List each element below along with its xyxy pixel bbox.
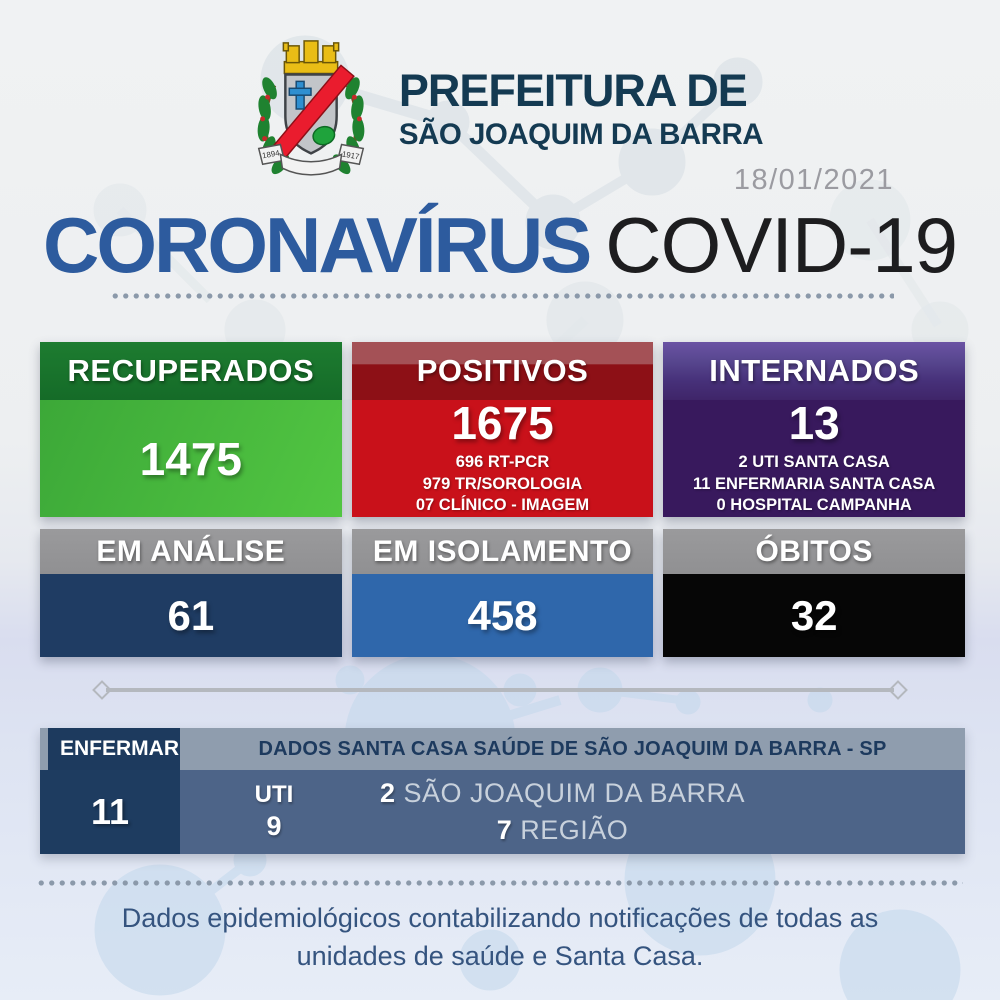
diamond-end-right: [888, 680, 908, 700]
org-name-line1: PREFEITURA DE: [398, 65, 748, 117]
page-title: CORONAVÍRUS COVID-19: [0, 200, 1000, 291]
positivos-value: 1675: [451, 397, 554, 450]
stat-card-internados: INTERNADOS 13 2 UTI SANTA CASA 11 ENFERM…: [663, 342, 966, 517]
stat-card-em-isolamento: EM ISOLAMENTO 458: [351, 529, 654, 657]
stat-card-positivos: POSITIVOS 1675 696 RT-PCR 979 TR/SOROLOG…: [351, 342, 654, 517]
internados-detail-uti: 2 UTI SANTA CASA: [738, 453, 890, 472]
internados-detail-enfermaria: 11 ENFERMARIA SANTA CASA: [693, 474, 936, 493]
stats-grid: RECUPERADOS 1475 POSITIVOS 1675 696 RT-P…: [40, 342, 966, 657]
positivos-detail-sorologia: 979 TR/SOROLOGIA: [422, 474, 583, 493]
card-body-em-isolamento: 458: [351, 574, 654, 657]
card-body-em-analise: 61: [40, 574, 342, 657]
title-coronavirus: CORONAVÍRUS: [42, 201, 592, 289]
santa-casa-title: DADOS SANTA CASA SAÚDE DE SÃO JOAQUIM DA…: [180, 728, 965, 770]
uti-sjb-label: SÃO JOAQUIM DA BARRA: [403, 778, 746, 808]
internados-detail-campanha: 0 HOSPITAL CAMPANHA: [716, 496, 912, 515]
dotted-separator-bottom: [36, 880, 963, 886]
card-header-positivos: POSITIVOS: [351, 342, 654, 400]
separator-line: [106, 688, 894, 692]
uti-regiao-value: 7: [496, 815, 513, 845]
card-label: EM ISOLAMENTO: [372, 534, 633, 568]
em-analise-value: 61: [167, 591, 215, 639]
card-body-positivos: 1675 696 RT-PCR 979 TR/SOROLOGIA 07 CLÍN…: [351, 397, 654, 517]
card-label: RECUPERADOS: [67, 353, 315, 388]
card-header-em-isolamento: EM ISOLAMENTO: [351, 529, 654, 574]
uti-label: UTI: [254, 781, 294, 809]
uti-line-sjb: 2 SÃO JOAQUIM DA BARRA: [310, 775, 815, 812]
positivos-detail-clinico: 07 CLÍNICO - IMAGEM: [415, 496, 590, 515]
enfermaria-value: 11: [40, 770, 180, 854]
santa-casa-table: ENFERMARIA DADOS SANTA CASA SAÚDE DE SÃO…: [40, 728, 965, 854]
uti-sjb-value: 2: [379, 778, 396, 808]
card-header-recuperados: RECUPERADOS: [40, 342, 342, 400]
em-isolamento-value: 458: [467, 591, 538, 639]
internados-value: 13: [788, 397, 840, 450]
positivos-breakdown: 696 RT-PCR 979 TR/SOROLOGIA 07 CLÍNICO -…: [416, 452, 589, 516]
uti-regiao-label: REGIÃO: [520, 815, 629, 845]
header-logo-row: 1894 1917 PREFEITURA DE SÃO JOAQUIM DA B…: [0, 34, 1000, 184]
card-header-internados: INTERNADOS: [663, 342, 966, 400]
header-accent-strip: [40, 728, 48, 770]
crest-shield: [271, 64, 355, 159]
crest-year-left: 1894: [261, 148, 280, 160]
card-header-obitos: ÓBITOS: [663, 529, 966, 574]
enfermaria-label: ENFERMARIA: [48, 728, 200, 770]
title-covid19: COVID-19: [605, 201, 958, 289]
uti-origin-lines: 2 SÃO JOAQUIM DA BARRA 7 REGIÃO: [310, 775, 965, 849]
uti-line-regiao: 7 REGIÃO: [310, 812, 815, 849]
stat-card-obitos: ÓBITOS 32: [663, 529, 966, 657]
footer-line2: unidades de saúde e Santa Casa.: [296, 941, 704, 971]
diamond-line-separator: [92, 680, 908, 700]
recuperados-value: 1475: [139, 432, 242, 485]
org-name-line2: SÃO JOAQUIM DA BARRA: [398, 118, 764, 152]
crest-ribbon: 1894 1917: [257, 143, 365, 176]
card-label: INTERNADOS: [709, 353, 920, 388]
organization-name: PREFEITURA DE SÃO JOAQUIM DA BARRA: [398, 65, 764, 152]
santa-casa-header-row: ENFERMARIA DADOS SANTA CASA SAÚDE DE SÃO…: [40, 728, 965, 770]
card-label: POSITIVOS: [416, 353, 589, 388]
santa-casa-body: UTI 9 2 SÃO JOAQUIM DA BARRA 7 REGIÃO: [180, 770, 965, 854]
santa-casa-body-row: 11 UTI 9 2 SÃO JOAQUIM DA BARRA 7 REGIÃO: [40, 770, 965, 854]
stat-card-em-analise: EM ANÁLISE 61: [40, 529, 342, 657]
stat-card-recuperados: RECUPERADOS 1475: [40, 342, 342, 517]
crest-crown: [282, 40, 340, 75]
report-date: 18/01/2021: [733, 164, 894, 196]
card-body-recuperados: 1475: [40, 400, 342, 517]
card-body-internados: 13 2 UTI SANTA CASA 11 ENFERMARIA SANTA …: [663, 397, 966, 517]
crest-year-right: 1917: [341, 149, 360, 161]
card-label: ÓBITOS: [755, 534, 873, 568]
uti-block: UTI 9: [238, 781, 310, 842]
card-body-obitos: 32: [663, 574, 966, 657]
dotted-separator-top: [110, 293, 894, 299]
stats-row-1: RECUPERADOS 1475 POSITIVOS 1675 696 RT-P…: [40, 342, 966, 517]
uti-value: 9: [266, 811, 282, 842]
city-crest-logo: 1894 1917: [257, 40, 365, 176]
internados-breakdown: 2 UTI SANTA CASA 11 ENFERMARIA SANTA CAS…: [693, 452, 935, 516]
footer-line1: Dados epidemiológicos contabilizando not…: [121, 903, 879, 933]
obitos-value: 32: [790, 591, 838, 639]
diamond-end-left: [92, 680, 112, 700]
stats-row-2: EM ANÁLISE 61 EM ISOLAMENTO 458 ÓBITOS: [40, 529, 966, 657]
positivos-detail-rtpcr: 696 RT-PCR: [455, 453, 550, 472]
card-label: EM ANÁLISE: [96, 534, 286, 568]
card-header-em-analise: EM ANÁLISE: [40, 529, 342, 574]
footer-note: Dados epidemiológicos contabilizando not…: [0, 899, 1000, 975]
